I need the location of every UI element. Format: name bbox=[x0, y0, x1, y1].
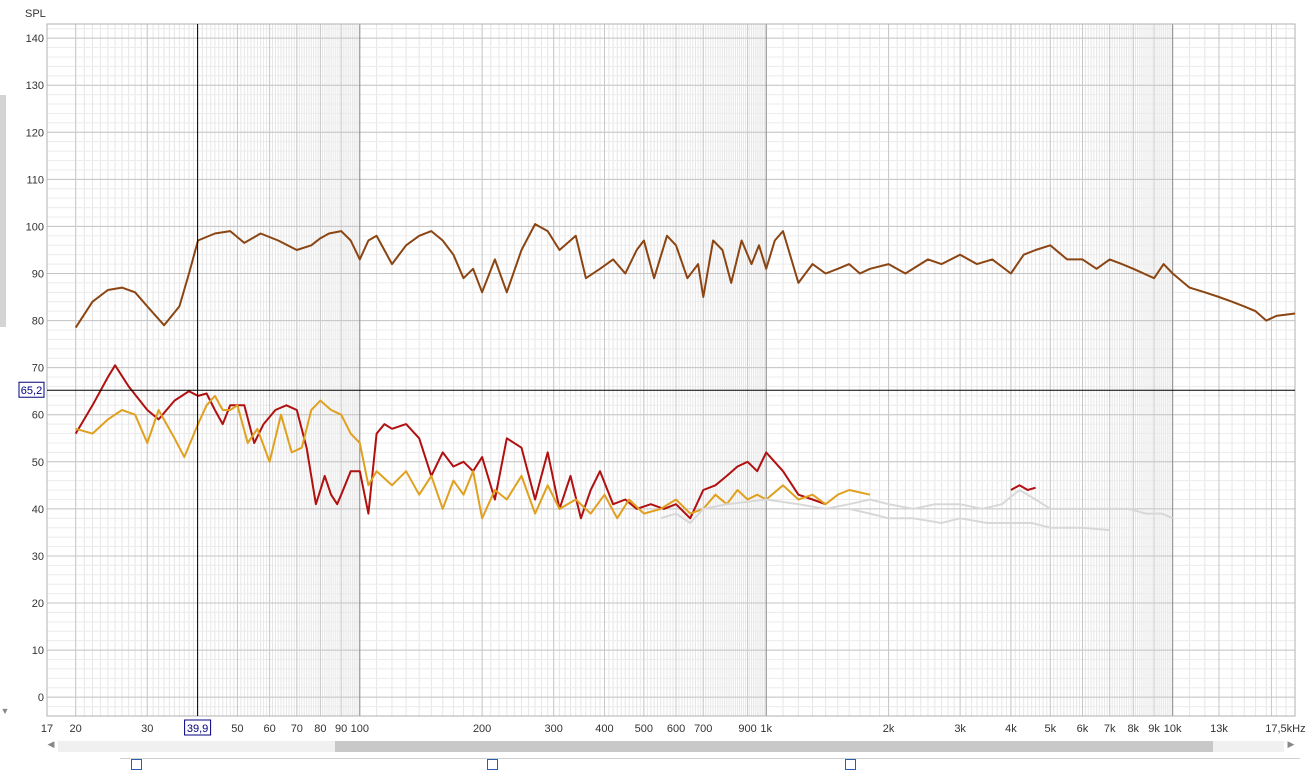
cursor-x-readout: 39,9 bbox=[187, 723, 208, 735]
x-tick-label: 300 bbox=[545, 723, 563, 735]
x-tick-label: 60 bbox=[263, 723, 275, 735]
x-tick-label: 3k bbox=[954, 723, 966, 735]
y-tick-label: 90 bbox=[32, 268, 44, 280]
y-tick-label: 0 bbox=[38, 692, 44, 704]
x-tick-label: 9k bbox=[1148, 723, 1160, 735]
x-tick-label: 10k bbox=[1164, 723, 1182, 735]
y-tick-label: 130 bbox=[26, 80, 44, 92]
scroll-right-icon[interactable]: ▶ bbox=[1287, 739, 1295, 749]
x-tick-label: 5k bbox=[1044, 723, 1056, 735]
horizontal-scrollbar-thumb[interactable] bbox=[335, 741, 1213, 752]
x-tick-label: 50 bbox=[231, 723, 243, 735]
scroll-down-icon[interactable]: ▼ bbox=[0, 706, 10, 716]
y-tick-labels: 0 10 20 30 40 50 60 70 80 90 100 110 120 130 140 bbox=[26, 33, 44, 704]
y-tick-label: 80 bbox=[32, 316, 44, 328]
x-tick-label: 4k bbox=[1005, 723, 1017, 735]
scroll-left-icon[interactable]: ◀ bbox=[47, 739, 55, 749]
major-grid bbox=[46, 23, 1296, 717]
x-tick-label: 17 bbox=[41, 723, 53, 735]
y-tick-label: 120 bbox=[26, 127, 44, 139]
series-line bbox=[74, 364, 826, 520]
x-tick-label: 7k bbox=[1104, 723, 1116, 735]
legend-checkbox[interactable] bbox=[131, 759, 142, 770]
x-tick-label: 2k bbox=[883, 723, 895, 735]
x-tick-label: 30 bbox=[141, 723, 153, 735]
y-tick-label: 60 bbox=[32, 410, 44, 422]
series-line bbox=[848, 507, 1110, 532]
x-tick-label: 6k bbox=[1077, 723, 1089, 735]
cursor-group[interactable]: 39,9 65,2 bbox=[18, 24, 1295, 736]
y-tick-label: 110 bbox=[26, 174, 44, 186]
x-tick-label: 100 bbox=[351, 723, 369, 735]
legend-strip bbox=[120, 758, 1300, 765]
y-tick-label: 50 bbox=[32, 457, 44, 469]
series-group bbox=[74, 223, 1296, 532]
cursor-y-readout-box bbox=[18, 381, 45, 398]
x-tick-label: 13k bbox=[1210, 723, 1228, 735]
legend-checkbox[interactable] bbox=[845, 759, 856, 770]
series-line bbox=[660, 489, 1174, 524]
cursor-y-readout: 65,2 bbox=[21, 385, 42, 397]
y-tick-label: 100 bbox=[26, 221, 44, 233]
y-tick-label: 20 bbox=[32, 598, 44, 610]
y-tick-label: 30 bbox=[32, 551, 44, 563]
y-tick-label: 40 bbox=[32, 504, 44, 516]
vertical-scrollbar[interactable] bbox=[0, 95, 6, 327]
x-tick-label: 20 bbox=[70, 723, 82, 735]
x-tick-label: 900 bbox=[738, 723, 756, 735]
y-axis-label: SPL bbox=[25, 8, 46, 20]
plot-border bbox=[46, 23, 1296, 717]
x-tick-label: 400 bbox=[595, 723, 613, 735]
legend-checkbox[interactable] bbox=[487, 759, 498, 770]
series-line bbox=[74, 223, 1296, 329]
x-tick-label: 8k bbox=[1127, 723, 1139, 735]
cursor-x-readout-box bbox=[184, 719, 212, 736]
plot-area[interactable] bbox=[47, 24, 1295, 716]
series-line bbox=[1010, 484, 1036, 491]
y-tick-label: 70 bbox=[32, 363, 44, 375]
x-tick-label: 600 bbox=[667, 723, 685, 735]
x-tick-label: 500 bbox=[635, 723, 653, 735]
x-tick-label: 200 bbox=[473, 723, 491, 735]
x-tick-label: 80 bbox=[314, 723, 326, 735]
y-tick-label: 10 bbox=[32, 645, 44, 657]
y-tick-label: 140 bbox=[26, 33, 44, 45]
x-tick-label: 700 bbox=[694, 723, 712, 735]
x-tick-label: 90 bbox=[335, 723, 347, 735]
x-tick-labels: 17 20 30 50 60 70 80 90 100 200 300 400 500 600 700 900… bbox=[41, 723, 1306, 735]
x-tick-label: 70 bbox=[291, 723, 303, 735]
x-tick-label: 1k bbox=[760, 723, 772, 735]
x-tick-label: 17,5kHz bbox=[1265, 723, 1305, 735]
